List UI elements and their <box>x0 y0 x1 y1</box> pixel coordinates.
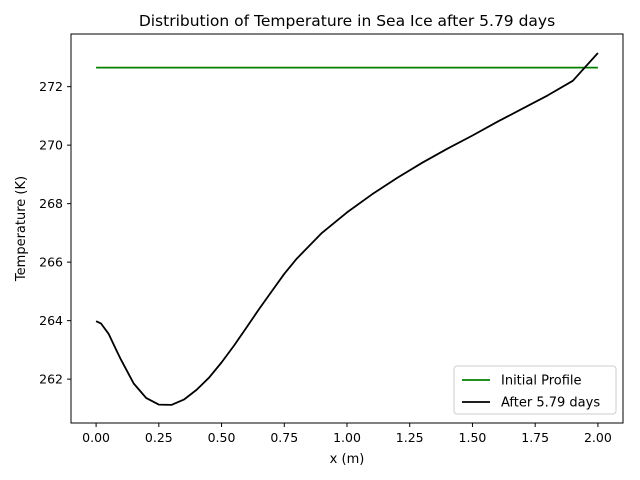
x-tick-label: 2.00 <box>584 430 612 445</box>
x-tick-label: 0.50 <box>208 430 236 445</box>
y-tick-label: 266 <box>39 255 63 270</box>
legend-label-initial-profile: Initial Profile <box>501 374 582 389</box>
legend-box <box>453 365 617 415</box>
series-layer <box>95 52 599 406</box>
x-axis-label: x (m) <box>330 452 365 467</box>
y-tick-label: 270 <box>39 138 63 153</box>
x-tick-label: 0.75 <box>270 430 298 445</box>
y-axis: 262 264 266 268 270 272 <box>39 79 71 387</box>
x-tick-label: 0.00 <box>82 430 110 445</box>
y-tick-label: 272 <box>39 79 63 94</box>
x-tick-label: 0.25 <box>145 430 173 445</box>
x-tick-label: 1.75 <box>521 430 549 445</box>
x-tick-label: 1.25 <box>396 430 424 445</box>
x-axis: 0.00 0.25 0.50 0.75 1.00 1.25 1.50 1.75 2.00 <box>82 423 612 445</box>
y-tick-label: 264 <box>39 313 63 328</box>
series-line-after-days <box>95 52 599 406</box>
y-tick-label: 262 <box>39 372 63 387</box>
y-tick-label: 268 <box>39 196 63 211</box>
x-tick-label: 1.50 <box>459 430 487 445</box>
x-tick-label: 1.00 <box>333 430 361 445</box>
legend-label-after-days: After 5.79 days <box>501 396 600 411</box>
y-axis-label: Temperature (K) <box>14 176 29 282</box>
plot-area <box>70 33 624 424</box>
legend: Initial Profile After 5.79 days <box>453 365 617 415</box>
chart-title: Distribution of Temperature in Sea Ice a… <box>139 12 555 30</box>
